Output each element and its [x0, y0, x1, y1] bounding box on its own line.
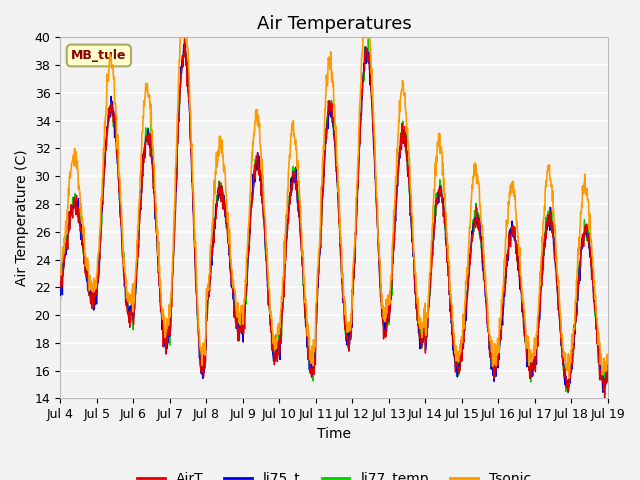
Y-axis label: Air Temperature (C): Air Temperature (C) — [15, 150, 29, 286]
Legend: AirT, li75_t, li77_temp, Tsonic: AirT, li75_t, li77_temp, Tsonic — [131, 467, 536, 480]
Text: MB_tule: MB_tule — [71, 49, 127, 62]
Title: Air Temperatures: Air Temperatures — [257, 15, 412, 33]
X-axis label: Time: Time — [317, 427, 351, 441]
